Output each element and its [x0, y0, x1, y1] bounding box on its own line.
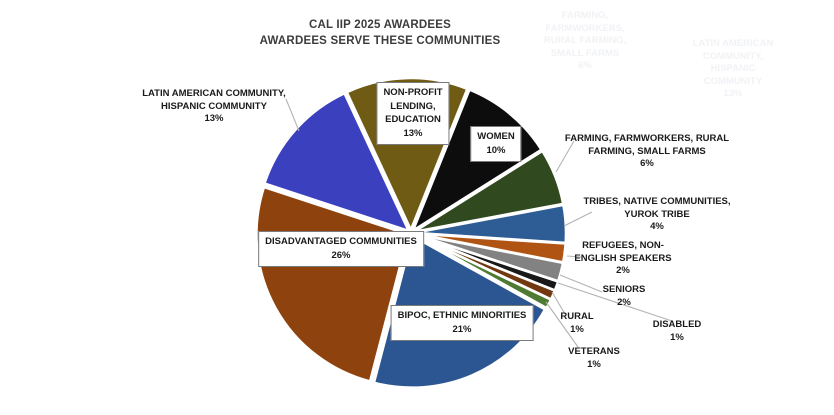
ghost-farming: FARMING, FARMWORKERS, RURAL FARMING, SMALL …: [544, 10, 626, 73]
callout-women: WOMEN 10%: [470, 126, 522, 162]
callout-line: NON-PROFIT: [383, 87, 443, 98]
callout-line: 2%: [617, 296, 631, 308]
callout-line: DISADVANTAGED COMMUNITIES: [265, 236, 417, 247]
callout-line: 13%: [204, 113, 224, 124]
leader-line-seniors: [559, 274, 603, 293]
callout-veterans: VETERANS 1%: [568, 346, 620, 371]
callout-line: 1%: [670, 331, 684, 343]
callout-line: ENGLISH SPEAKERS: [574, 252, 672, 264]
callout-tribes: TRIBES, NATIVE COMMUNITIES, YUROK TRIBE 4%: [583, 196, 730, 234]
callout-line: 1%: [570, 323, 584, 335]
ghost-line: COMMUNITY,: [702, 50, 764, 62]
ghost-line: 13%: [723, 88, 743, 99]
callout-line: 1%: [587, 358, 601, 370]
leader-line-disabled: [557, 282, 673, 322]
callout-bipoc: BIPOC, ETHNIC MINORITIES 21%: [390, 305, 534, 341]
callout-farming: FARMING, FARMWORKERS, RURAL FARMING, SMAL…: [565, 133, 729, 171]
ghost-line: COMMUNITY: [703, 75, 763, 87]
pie-slice-latin: [263, 91, 411, 233]
chart-title-line2: AWARDEES SERVE THESE COMMUNITIES: [259, 35, 501, 47]
callout-line: REFUGEES, NON-: [582, 240, 664, 251]
callout-line: 6%: [640, 158, 654, 169]
leader-line-latin: [285, 98, 300, 132]
leader-line-veterans: [545, 301, 579, 348]
callout-line: FARMING, FARMWORKERS, RURAL: [564, 133, 730, 144]
leader-line-refugees: [566, 255, 582, 258]
ghost-line: RURAL FARMING,: [543, 35, 627, 46]
callout-line: WOMEN: [477, 131, 515, 142]
callout-line: LATIN AMERICAN COMMUNITY,: [142, 88, 286, 99]
callout-rural: RURAL 1%: [560, 311, 593, 336]
ghost-line: LATIN AMERICAN: [692, 38, 774, 49]
callout-line: RURAL: [560, 311, 594, 322]
ghost-line: 6%: [578, 60, 592, 71]
ghost-line: FARMING,: [561, 10, 609, 21]
ghost-line: SMALL FARMS: [550, 47, 620, 59]
callout-line: 26%: [331, 249, 351, 261]
chart-title-line1: CAL IIP 2025 AWARDEES: [308, 19, 452, 31]
pie-slice-veterans: [412, 233, 553, 310]
callout-line: BIPOC, ETHNIC MINORITIES: [397, 310, 527, 321]
callout-line: EDUCATION: [385, 114, 441, 125]
chart-title: CAL IIP 2025 AWARDEES AWARDEES SERVE THE…: [117, 17, 643, 49]
callout-line: 21%: [452, 323, 472, 335]
callout-line: 10%: [486, 144, 506, 156]
leader-line-tribes: [563, 211, 593, 227]
callout-line: 2%: [616, 265, 630, 276]
ghost-line: FARMWORKERS,: [545, 22, 625, 34]
callout-line: DISABLED: [652, 319, 702, 330]
callout-refugees: REFUGEES, NON- ENGLISH SPEAKERS 2%: [574, 240, 671, 278]
callout-line: HISPANIC COMMUNITY: [161, 100, 267, 112]
callout-line: 13%: [403, 127, 423, 139]
ghost-latin: LATIN AMERICAN COMMUNITY, HISPANIC COMMUNIT…: [693, 38, 774, 101]
callout-line: LENDING,: [390, 100, 436, 112]
callout-nonprofit: NON-PROFIT LENDING, EDUCATION 13%: [376, 82, 450, 145]
callout-disadvantaged: DISADVANTAGED COMMUNITIES 26%: [258, 231, 424, 267]
callout-line: 4%: [650, 221, 664, 232]
callout-line: FARMING, SMALL FARMS: [588, 145, 706, 157]
leader-line-farming: [555, 140, 575, 173]
leader-line-rural: [551, 291, 566, 315]
callout-line: TRIBES, NATIVE COMMUNITIES,: [583, 196, 731, 207]
ghost-line: HISPANIC: [710, 63, 756, 74]
callout-latin: LATIN AMERICAN COMMUNITY, HISPANIC COMMUN…: [142, 88, 286, 126]
callout-line: SENIORS: [602, 284, 646, 295]
callout-disabled: DISABLED 1%: [653, 319, 702, 344]
callout-line: YUROK TRIBE: [624, 208, 690, 220]
callout-line: VETERANS: [568, 346, 620, 357]
callout-seniors: SENIORS 2%: [603, 284, 646, 309]
